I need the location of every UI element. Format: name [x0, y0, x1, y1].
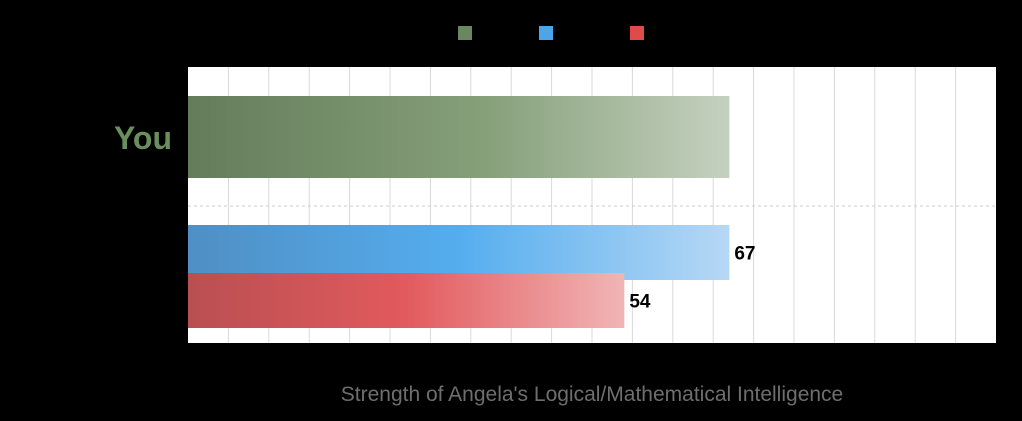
bar-series-0 [188, 96, 730, 178]
bars [188, 96, 730, 328]
legend-swatch-0 [458, 26, 472, 40]
bar-series-1 [188, 225, 730, 280]
legend-swatch-1 [539, 26, 553, 40]
value-label-series-1: 67 [734, 244, 755, 265]
x-axis-title: Strength of Angela's Logical/Mathematica… [341, 383, 843, 406]
legend [458, 26, 644, 40]
value-label-series-2: 54 [629, 292, 651, 313]
category-label-you: You [114, 120, 172, 156]
labels: 67 54 [629, 244, 755, 313]
bar-series-2 [188, 273, 625, 328]
legend-swatch-2 [630, 26, 644, 40]
